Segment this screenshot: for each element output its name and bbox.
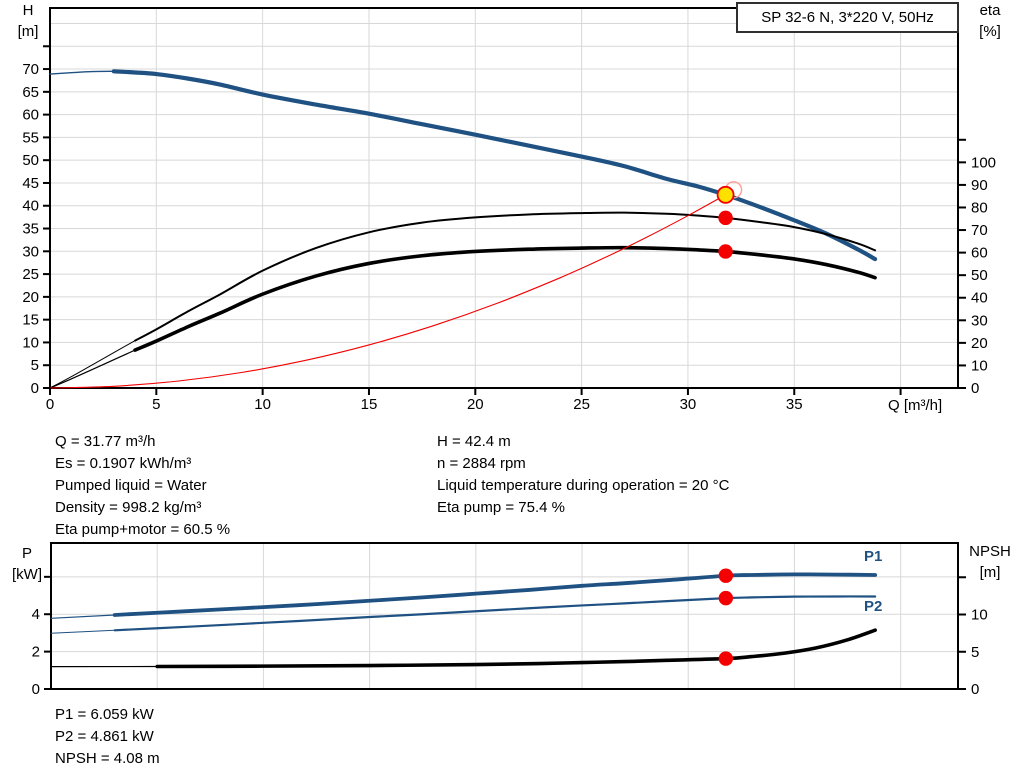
marker-operating-dot	[718, 651, 734, 666]
curve-eta-pump-motor-curve	[133, 245, 877, 352]
info-line-liquid: Pumped liquid = Water	[55, 477, 207, 494]
eta-axis-symbol: eta	[979, 2, 1001, 19]
right-tick-label: 20	[971, 335, 988, 352]
marker-operating-dot	[718, 590, 734, 606]
left-tick-label: 45	[22, 175, 39, 192]
left-tick-label: 65	[22, 84, 39, 101]
left-tick-label: 0	[31, 380, 39, 397]
info-line-npsh: NPSH = 4.08 m	[55, 750, 160, 767]
info-line-p2: P2 = 4.861 kW	[55, 728, 154, 745]
q-axis-label: Q [m³/h]	[888, 397, 943, 414]
right-tick-label: 90	[971, 177, 988, 194]
curve-eta-pump-curve-thin	[49, 340, 136, 389]
x-tick-label: 0	[46, 396, 54, 413]
plot-frame	[49, 7, 959, 389]
right-tick-label: 100	[971, 154, 996, 171]
plot-frame	[50, 542, 959, 690]
right-tick-label: 0	[971, 380, 979, 397]
left-tick-label: 60	[22, 107, 39, 124]
info-line-eta-pump: Eta pump = 75.4 %	[437, 499, 565, 516]
right-tick-label: 0	[971, 681, 979, 698]
right-tick-label: 10	[971, 357, 988, 374]
h-axis-label: H [m]	[8, 0, 48, 42]
left-tick-label: 10	[22, 334, 39, 351]
right-tick-label: 30	[971, 312, 988, 329]
left-tick-label: 35	[22, 221, 39, 238]
marker-operating-dot	[718, 210, 733, 226]
npsh-axis-symbol: NPSH	[969, 543, 1011, 560]
p1-curve-label: P1	[864, 548, 883, 565]
left-tick-label: 50	[22, 152, 39, 169]
x-tick-label: 30	[680, 396, 697, 413]
info-line-eta-pump-motor: Eta pump+motor = 60.5 %	[55, 521, 231, 538]
info-line-h: H = 42.4 m	[437, 433, 511, 450]
x-tick-label: 35	[786, 396, 803, 413]
left-tick-label: 5	[31, 357, 39, 374]
x-tick-label: 5	[152, 396, 160, 413]
h-axis-symbol: H	[22, 2, 34, 19]
curve-p1-curve-thin	[50, 614, 116, 619]
right-tick-label: 50	[971, 267, 988, 284]
curve-head-curve-thin	[49, 70, 115, 75]
duty-info-right: H = 42.4 m n = 2884 rpm Liquid temperatu…	[437, 431, 729, 519]
curve-system-curve	[49, 194, 727, 389]
npsh-axis-unit: [m]	[979, 564, 1001, 581]
right-tick-label: 5	[971, 644, 979, 661]
p2-curve-label: P2	[864, 598, 883, 615]
left-tick-label: 0	[32, 681, 40, 698]
x-tick-label: 10	[254, 396, 271, 413]
right-tick-label: 80	[971, 199, 988, 216]
pump-model-title-box: SP 32-6 N, 3*220 V, 50Hz	[736, 2, 959, 33]
left-tick-label: 2	[32, 644, 40, 661]
x-tick-label: 15	[361, 396, 378, 413]
curve-eta-pump-motor-curve-thin	[49, 349, 136, 389]
info-line-es: Es = 0.1907 kWh/m³	[55, 455, 192, 472]
duty-info-left: Q = 31.77 m³/h Es = 0.1907 kWh/m³ Pumped…	[55, 431, 230, 541]
info-line-p1: P1 = 6.059 kW	[55, 706, 154, 723]
p-axis-label: P [kW]	[6, 543, 48, 585]
curve-head-curve	[111, 69, 878, 262]
curve-eta-pump-curve	[134, 211, 877, 342]
x-tick-label: 20	[467, 396, 484, 413]
info-line-n: n = 2884 rpm	[437, 455, 526, 472]
p-axis-symbol: P	[21, 545, 32, 562]
left-tick-label: 4	[32, 606, 40, 623]
info-line-q: Q = 31.77 m³/h	[55, 433, 156, 450]
power-info: P1 = 6.059 kW P2 = 4.861 kW NPSH = 4.08 …	[55, 704, 160, 770]
curve-p2-curve	[113, 595, 877, 632]
right-tick-label: 10	[971, 607, 988, 624]
curve-p1-curve	[112, 572, 878, 617]
curve-npsh-curve	[155, 628, 877, 669]
left-tick-label: 30	[22, 243, 39, 260]
right-tick-label: 70	[971, 222, 988, 239]
p-axis-unit: [kW]	[12, 566, 42, 583]
left-tick-label: 40	[22, 198, 39, 215]
right-tick-label: 40	[971, 290, 988, 307]
info-line-temperature: Liquid temperature during operation = 20…	[437, 477, 730, 494]
npsh-axis-label: NPSH [m]	[960, 541, 1020, 583]
left-tick-label: 25	[22, 266, 39, 283]
marker-operating-dot	[718, 244, 733, 259]
eta-axis-label: eta [%]	[964, 0, 1016, 42]
left-tick-label: 70	[22, 61, 39, 78]
eta-axis-unit: [%]	[979, 23, 1001, 40]
left-tick-label: 55	[22, 129, 39, 146]
right-tick-label: 60	[971, 245, 988, 262]
h-axis-unit: [m]	[17, 23, 39, 40]
x-tick-label: 25	[573, 396, 590, 413]
info-line-density: Density = 998.2 kg/m³	[55, 499, 202, 516]
marker-operating-dot	[718, 568, 734, 583]
left-tick-label: 20	[22, 289, 39, 306]
curve-p2-curve-thin	[50, 629, 116, 634]
left-tick-label: 15	[22, 312, 39, 329]
marker-duty-point	[716, 185, 735, 204]
